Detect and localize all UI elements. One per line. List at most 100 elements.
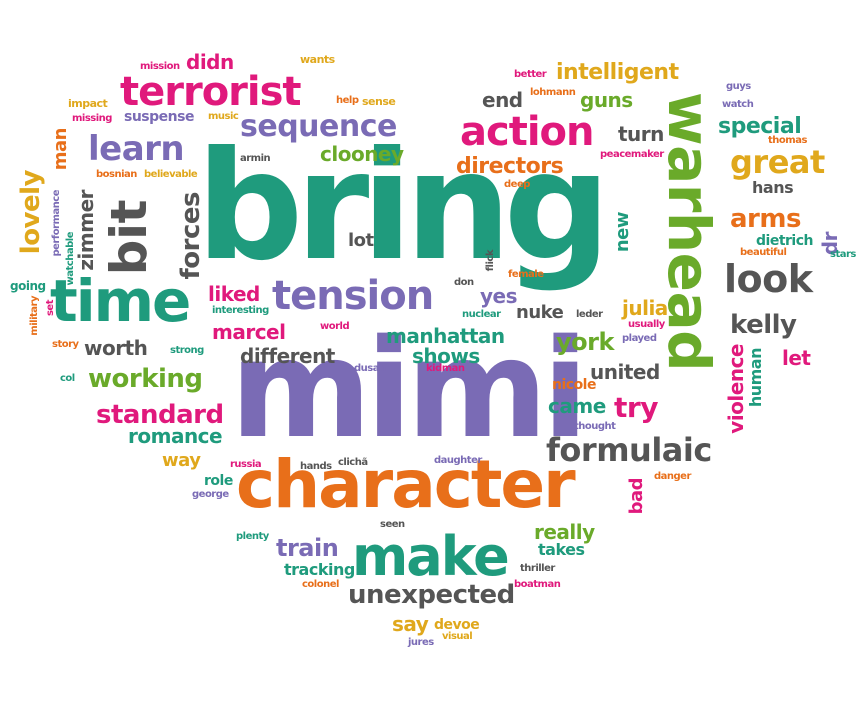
word-suspense: suspense (124, 109, 194, 125)
word-beautiful: beautiful (740, 247, 787, 258)
word-united: united (590, 360, 660, 384)
word-peacemaker: peacemaker (600, 149, 664, 160)
word-plenty: plenty (236, 531, 269, 542)
word-directors: directors (456, 154, 564, 179)
word-watch: watch (722, 99, 754, 110)
word-york: york (556, 328, 614, 356)
word-let: let (782, 346, 811, 370)
word-formulaic: formulaic (546, 431, 712, 469)
word-yes: yes (480, 284, 518, 308)
word-julia: julia (622, 296, 668, 320)
word-nuke: nuke (516, 302, 564, 323)
word-nicole: nicole (552, 377, 596, 393)
word-really: really (534, 520, 595, 544)
word-russia: russia (230, 459, 262, 470)
word-clooney: clooney (320, 142, 404, 166)
word-came: came (548, 394, 606, 418)
word-hans: hans (752, 178, 794, 197)
word-boatman: boatman (514, 579, 561, 590)
word-interesting: interesting (212, 305, 269, 316)
word-say: say (392, 612, 429, 636)
word-tension: tension (272, 273, 434, 319)
word-lohmann: lohmann (530, 87, 576, 98)
word-great: great (730, 143, 825, 181)
word-leder: leder (576, 309, 603, 320)
word-way: way (162, 450, 201, 471)
word-worth: worth (84, 336, 148, 360)
word-nuclear: nuclear (462, 309, 501, 320)
word-thought: thought (574, 421, 616, 432)
word-george: george (192, 489, 229, 500)
word-bad: bad (626, 478, 647, 515)
word-special: special (718, 114, 802, 139)
word-warhead: warhead (655, 92, 723, 372)
word-dusan: dusan (354, 363, 386, 374)
word-mission: mission (140, 61, 180, 72)
word-missing: missing (72, 113, 112, 124)
word-character: character (236, 446, 576, 523)
word-kidman: kidman (426, 363, 465, 374)
word-zimmer: zimmer (74, 190, 98, 271)
word-impact: impact (68, 97, 108, 110)
word-standard: standard (96, 400, 224, 430)
word-tracking: tracking (284, 560, 355, 579)
word-strong: strong (170, 345, 204, 356)
word-try: try (614, 391, 658, 424)
word-forces: forces (176, 192, 206, 280)
word-danger: danger (654, 471, 691, 482)
word-bring: bring (196, 120, 611, 294)
word-better: better (514, 69, 547, 80)
word-played: played (622, 333, 657, 344)
word-man: man (50, 128, 71, 171)
word-takes: takes (538, 540, 585, 559)
word-arms: arms (730, 204, 801, 234)
word-liked: liked (208, 282, 260, 306)
word-watchable: watchable (65, 232, 76, 286)
word-end: end (482, 88, 523, 112)
word-music: music (208, 111, 239, 122)
word-cliche: clichã (338, 457, 368, 468)
word-kelly: kelly (730, 310, 797, 340)
word-dietrich: dietrich (756, 233, 813, 249)
word-learn: learn (88, 129, 185, 169)
word-different: different (240, 344, 335, 368)
word-shows: shows (412, 344, 480, 368)
word-story: story (52, 339, 79, 350)
word-guns: guns (580, 88, 633, 112)
word-colonel: colonel (302, 579, 339, 590)
word-violence: violence (724, 344, 748, 434)
word-marcel: marcel (212, 320, 286, 344)
word-set: set (45, 300, 56, 317)
word-daughter: daughter (434, 455, 482, 466)
word-devoe: devoe (434, 617, 480, 633)
word-seen: seen (380, 519, 405, 530)
word-armin: armin (240, 153, 271, 164)
word-going: going (10, 279, 46, 293)
word-human: human (746, 348, 765, 408)
word-female: female (508, 269, 544, 280)
word-make: make (352, 525, 510, 588)
word-intelligent: intelligent (556, 60, 679, 85)
word-role: role (204, 473, 233, 489)
word-sense: sense (362, 95, 396, 108)
word-flick: flick (485, 250, 496, 272)
word-thriller: thriller (520, 563, 555, 574)
word-sequence: sequence (240, 109, 397, 144)
word-lovely: lovely (16, 170, 46, 255)
word-performance: performance (51, 190, 62, 257)
word-believable: believable (144, 169, 198, 180)
word-thomas: thomas (768, 135, 807, 146)
word-manhattan: manhattan (386, 324, 505, 348)
word-action: action (460, 109, 594, 155)
word-didn: didn (186, 50, 234, 74)
word-working: working (88, 364, 203, 394)
word-terrorist: terrorist (120, 69, 302, 115)
word-train: train (276, 534, 339, 562)
word-military: military (29, 296, 40, 336)
word-bosnian: bosnian (96, 169, 137, 180)
word-usually: usually (628, 319, 665, 330)
word-look: look (724, 257, 813, 301)
word-help: help (336, 95, 359, 106)
word-mimi: mimi (230, 311, 589, 469)
